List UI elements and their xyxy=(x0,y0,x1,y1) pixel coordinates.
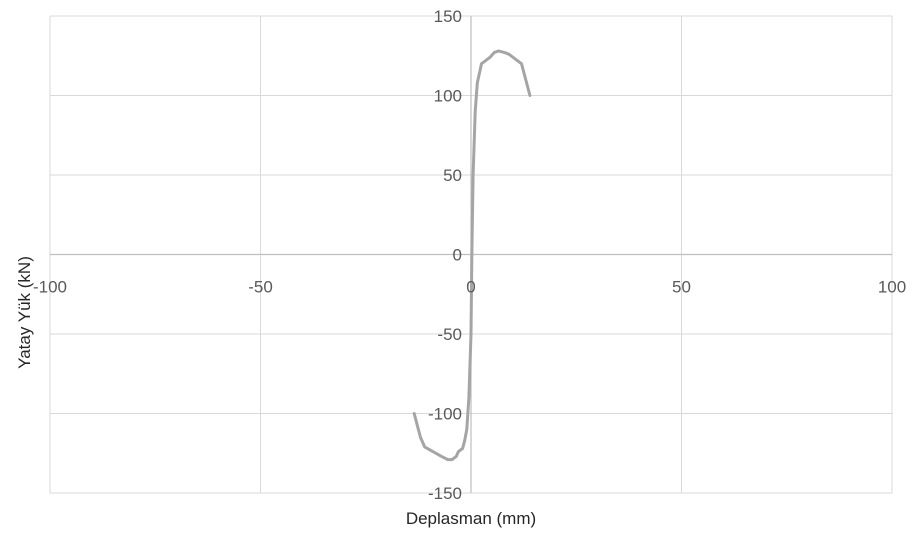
series xyxy=(412,49,532,462)
y-tick-label: -50 xyxy=(437,325,462,344)
x-axis-label: Deplasman (mm) xyxy=(406,509,536,528)
x-tick-label: 50 xyxy=(672,278,691,297)
y-tick-label: 150 xyxy=(434,7,462,26)
x-tick-label: 100 xyxy=(878,278,906,297)
y-tick-label: -100 xyxy=(428,405,462,424)
y-tick-labels: -150 -100 -50 0 50 100 150 xyxy=(428,7,462,503)
y-axis-label: Yatay Yük (kN) xyxy=(15,256,34,369)
x-tick-label: -100 xyxy=(33,278,67,297)
x-tick-label: 0 xyxy=(466,278,475,297)
y-tick-label: 100 xyxy=(434,87,462,106)
y-tick-label: 0 xyxy=(453,246,462,265)
series-line xyxy=(412,49,532,462)
y-tick-label: 50 xyxy=(443,166,462,185)
y-tick-label: -150 xyxy=(428,484,462,503)
x-tick-label: -50 xyxy=(248,278,273,297)
x-tick-labels: -100 -50 0 50 100 xyxy=(33,278,906,297)
